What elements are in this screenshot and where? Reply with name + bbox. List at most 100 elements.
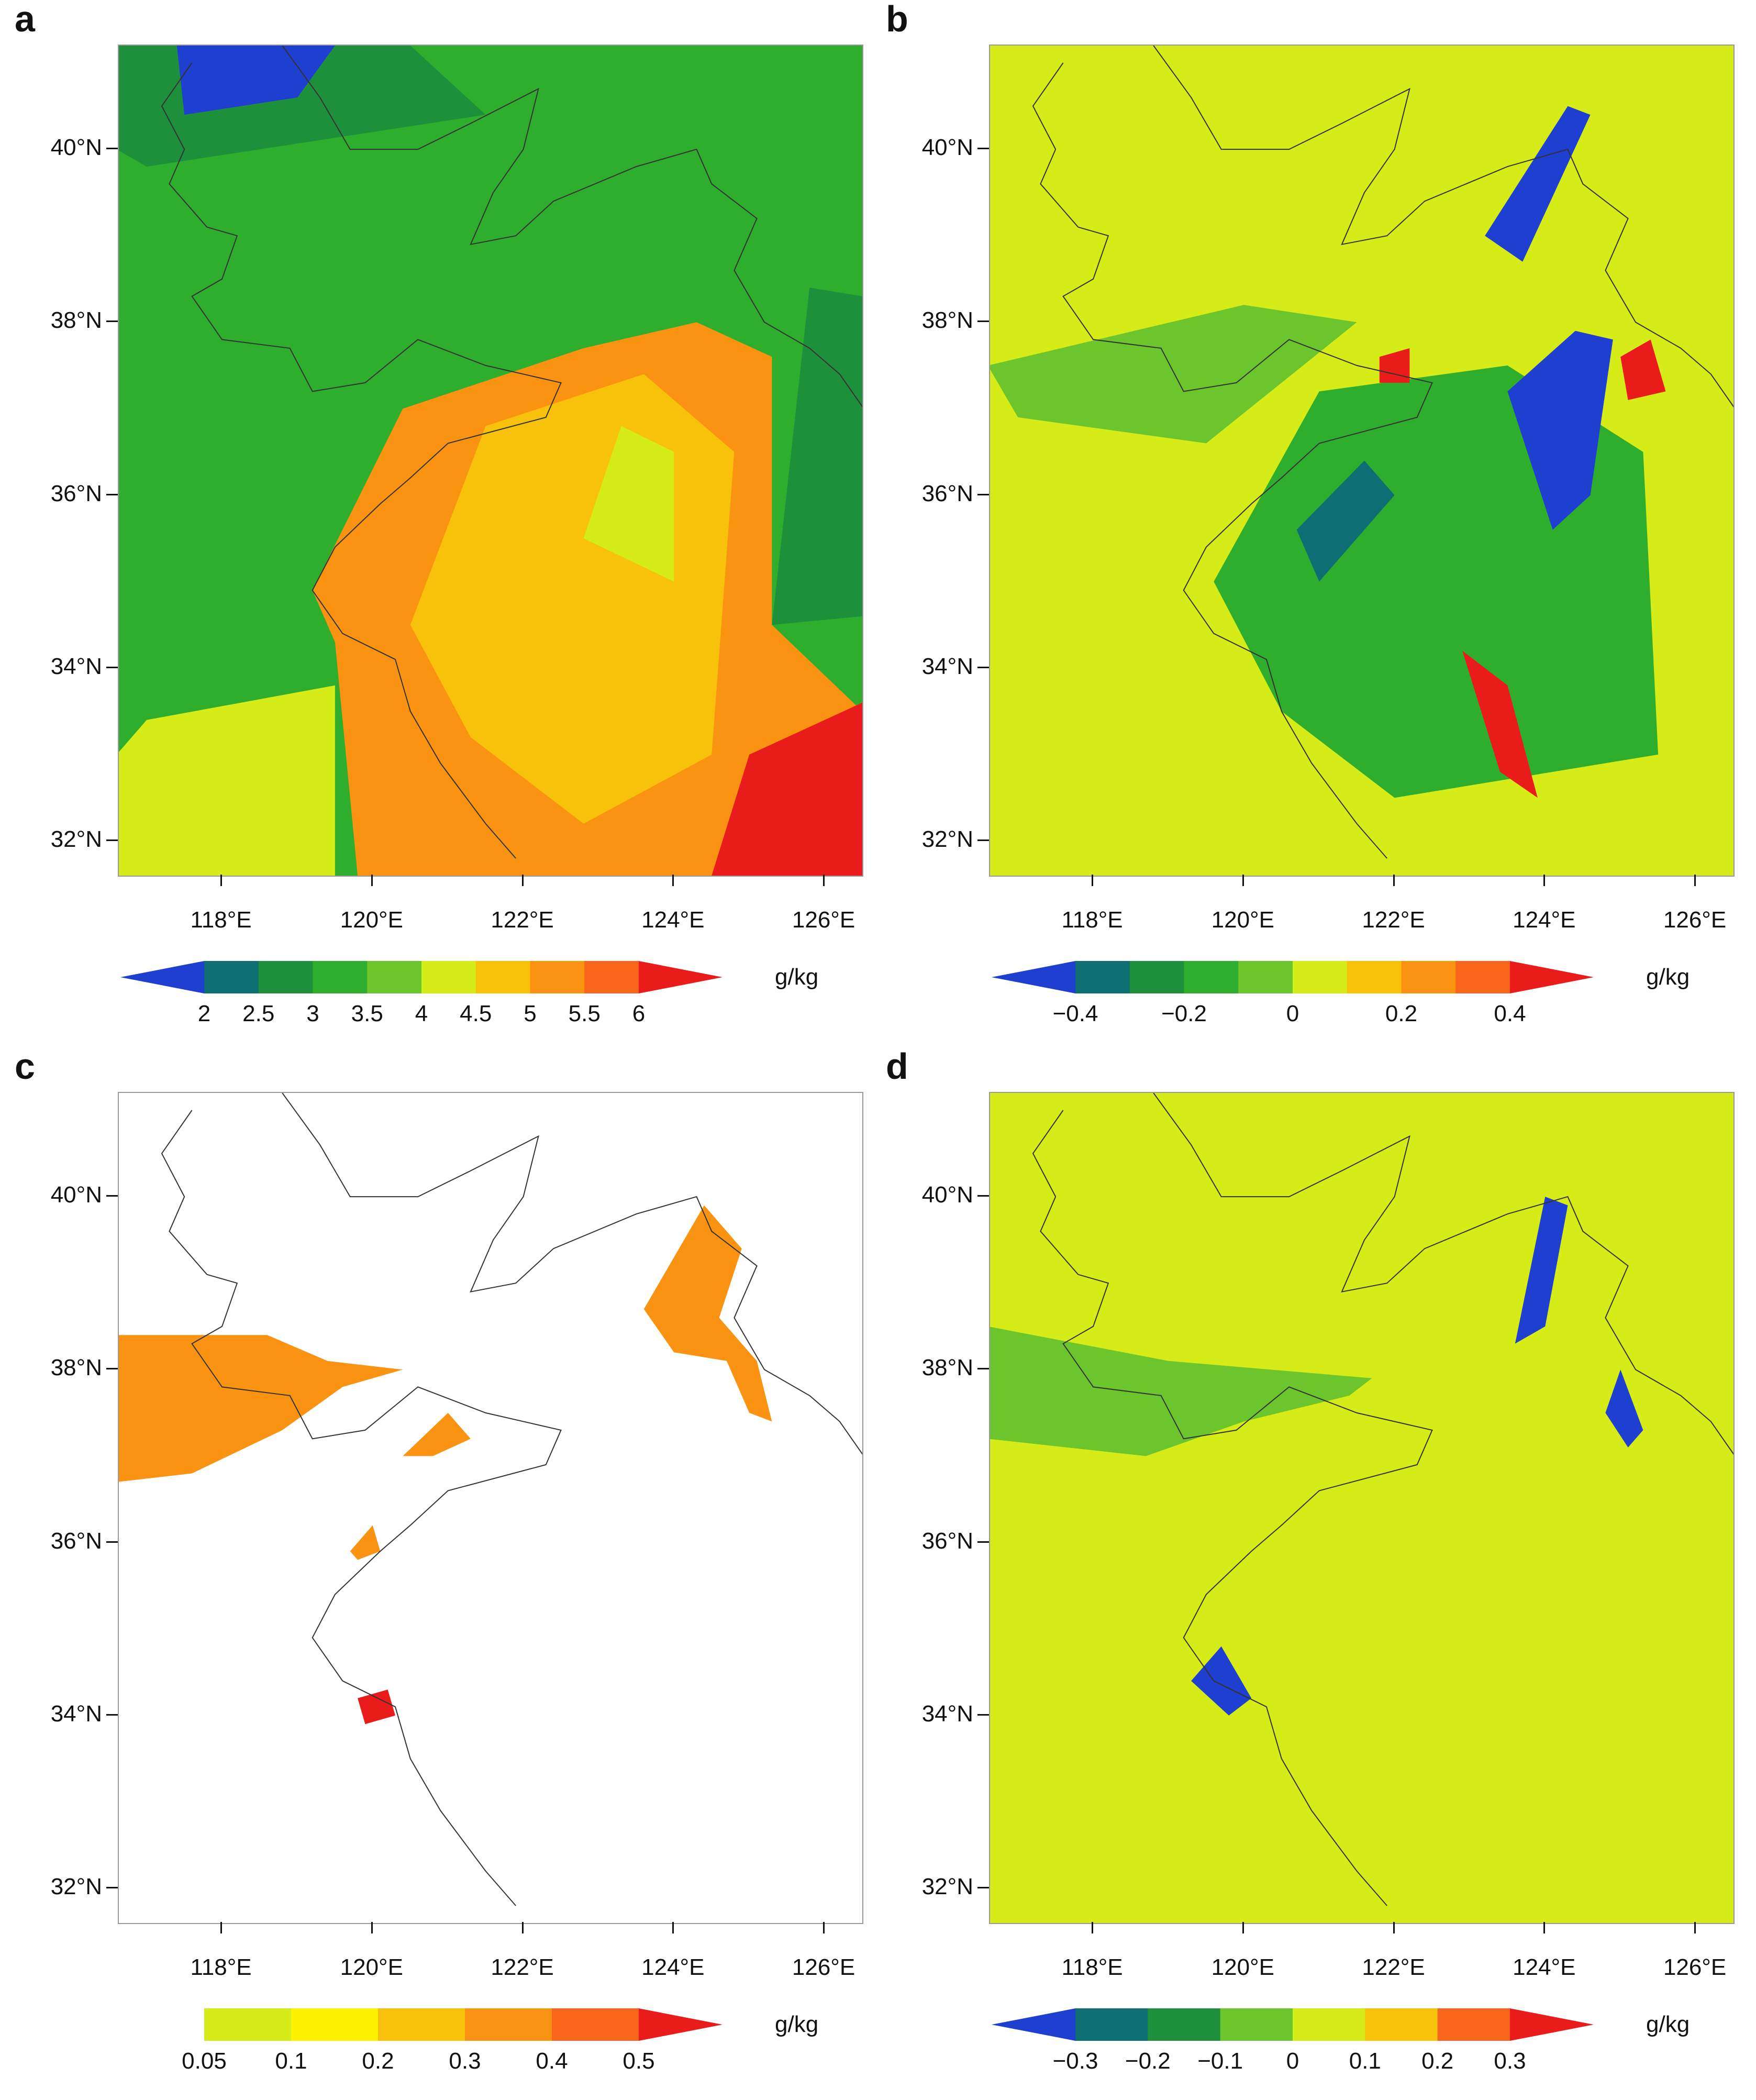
x-tick-label: 124°E <box>1513 1954 1576 1980</box>
y-tick-label: 34°N <box>921 1700 973 1727</box>
field-background <box>990 1093 1733 1923</box>
colorbar-tick-label: −0.3 <box>1052 2048 1098 2074</box>
colorbar-tick-label: 5.5 <box>568 1001 601 1026</box>
field-contour-region <box>1620 339 1666 400</box>
colorbar-segment <box>258 961 313 993</box>
x-tick-mark <box>371 1922 373 1933</box>
colorbar-extend-high <box>639 2008 723 2041</box>
colorbar-tick-label: 5 <box>524 1001 537 1026</box>
field-contour-region <box>1191 1646 1252 1716</box>
x-tick-label: 118°E <box>190 1954 252 1980</box>
x-tick-label: 120°E <box>340 907 403 933</box>
field-contour-region <box>358 1689 395 1725</box>
colorbar-segment <box>1293 2008 1365 2041</box>
colorbar-segment <box>1220 2008 1293 2041</box>
y-tick-label: 36°N <box>50 480 102 506</box>
x-tick-label: 118°E <box>1061 907 1123 933</box>
colorbar-tick-label: 4 <box>415 1001 428 1026</box>
panel-label: d <box>886 1046 908 1087</box>
colorbar-tick-label: 2.5 <box>242 1001 275 1026</box>
map-plot <box>118 45 863 877</box>
coastline <box>161 62 208 228</box>
x-tick-mark <box>1092 1922 1094 1933</box>
y-tick-mark <box>977 1886 989 1888</box>
x-tick-mark <box>1694 1922 1696 1933</box>
field-contour-region <box>1379 348 1410 383</box>
panel-label: b <box>886 0 908 39</box>
panel-d: d 40°N 38°N 36°N 34°N 32°N 118°E 120°E 122°E 124°… <box>871 1046 1756 2095</box>
colorbar-tick-label: 0.05 <box>182 2048 227 2074</box>
y-tick-mark <box>106 1886 118 1888</box>
y-tick-mark <box>106 148 118 150</box>
colorbar-tick-label: 0 <box>1286 1001 1299 1026</box>
x-tick-label: 120°E <box>1211 1954 1274 1980</box>
field-contour-region <box>403 1412 471 1456</box>
colorbar-units: g/kg <box>1646 964 1690 990</box>
map-field <box>990 46 1733 876</box>
coastline <box>282 46 862 408</box>
y-tick-label: 38°N <box>50 307 102 334</box>
colorbar-tick-label: 0.2 <box>1385 1001 1418 1026</box>
x-tick-mark <box>823 1922 825 1933</box>
colorbar-tick-label: 0.2 <box>362 2048 394 2074</box>
x-tick-label: 126°E <box>792 1954 855 1980</box>
colorbar-segment <box>204 2008 292 2041</box>
y-tick-label: 32°N <box>921 1873 973 1899</box>
colorbar-tick-label: 2 <box>197 1001 211 1026</box>
colorbar-segment <box>1455 961 1510 993</box>
x-tick-mark <box>220 1922 223 1933</box>
x-tick-mark <box>672 1922 674 1933</box>
y-tick-mark <box>106 1541 118 1543</box>
colorbar-segment <box>421 961 476 993</box>
panel-a: a 40°N 38°N 36°N 34°N 32°N 118°E 120°E 122°E 124°… <box>0 0 885 1047</box>
y-tick-mark <box>106 1368 118 1370</box>
map-plot <box>989 45 1735 877</box>
y-tick-label: 40°N <box>921 1182 973 1208</box>
colorbar <box>992 961 1594 993</box>
field-contour-region <box>119 1335 403 1482</box>
panel-c: c 40°N 38°N 36°N 34°N 32°N 118°E 120°E 122°E 124°… <box>0 1046 885 2095</box>
y-tick-mark <box>977 320 989 323</box>
y-tick-label: 38°N <box>921 307 973 334</box>
x-tick-mark <box>1393 875 1395 886</box>
colorbar <box>120 961 723 993</box>
x-tick-label: 122°E <box>1362 907 1425 933</box>
colorbar-segment <box>1238 961 1293 993</box>
y-tick-label: 34°N <box>50 1700 102 1727</box>
colorbar <box>992 2008 1594 2041</box>
field-contour-region <box>1485 106 1591 262</box>
panel-b: b 40°N 38°N 36°N 34°N 32°N 118°E 120°E 122°E 124°… <box>871 0 1756 1047</box>
coastline <box>282 1093 862 1455</box>
x-tick-mark <box>220 875 223 886</box>
colorbar-tick-label: 4.5 <box>460 1001 492 1026</box>
colorbar-extend-high <box>1510 961 1594 993</box>
x-tick-label: 122°E <box>1362 1954 1425 1980</box>
field-contour-region <box>990 305 1357 444</box>
colorbar-segment <box>552 2008 639 2041</box>
field-contour-region <box>643 1205 772 1422</box>
y-tick-mark <box>106 839 118 841</box>
map-field <box>990 1093 1733 1923</box>
y-tick-label: 36°N <box>921 1528 973 1554</box>
x-tick-mark <box>1543 1922 1546 1933</box>
x-tick-mark <box>1393 1922 1395 1933</box>
x-tick-label: 122°E <box>491 907 554 933</box>
coastline <box>1062 1274 1433 1906</box>
y-tick-label: 34°N <box>921 653 973 679</box>
x-tick-label: 126°E <box>792 907 855 933</box>
y-tick-label: 38°N <box>921 1355 973 1381</box>
field-contour-region <box>350 1525 381 1560</box>
colorbar-segment <box>1347 961 1402 993</box>
panel-label: a <box>15 0 35 39</box>
colorbar-tick-label: 0.3 <box>449 2048 481 2074</box>
y-tick-mark <box>977 1714 989 1716</box>
colorbar-extend-high <box>639 961 723 993</box>
coastline <box>1032 1110 1079 1275</box>
y-tick-mark <box>977 1195 989 1197</box>
x-tick-label: 124°E <box>641 907 705 933</box>
x-tick-label: 124°E <box>641 1954 705 1980</box>
x-tick-mark <box>1543 875 1546 886</box>
y-tick-label: 40°N <box>50 1182 102 1208</box>
colorbar-tick-label: 0.1 <box>1349 2048 1381 2074</box>
colorbar-extend-low <box>120 2008 204 2041</box>
